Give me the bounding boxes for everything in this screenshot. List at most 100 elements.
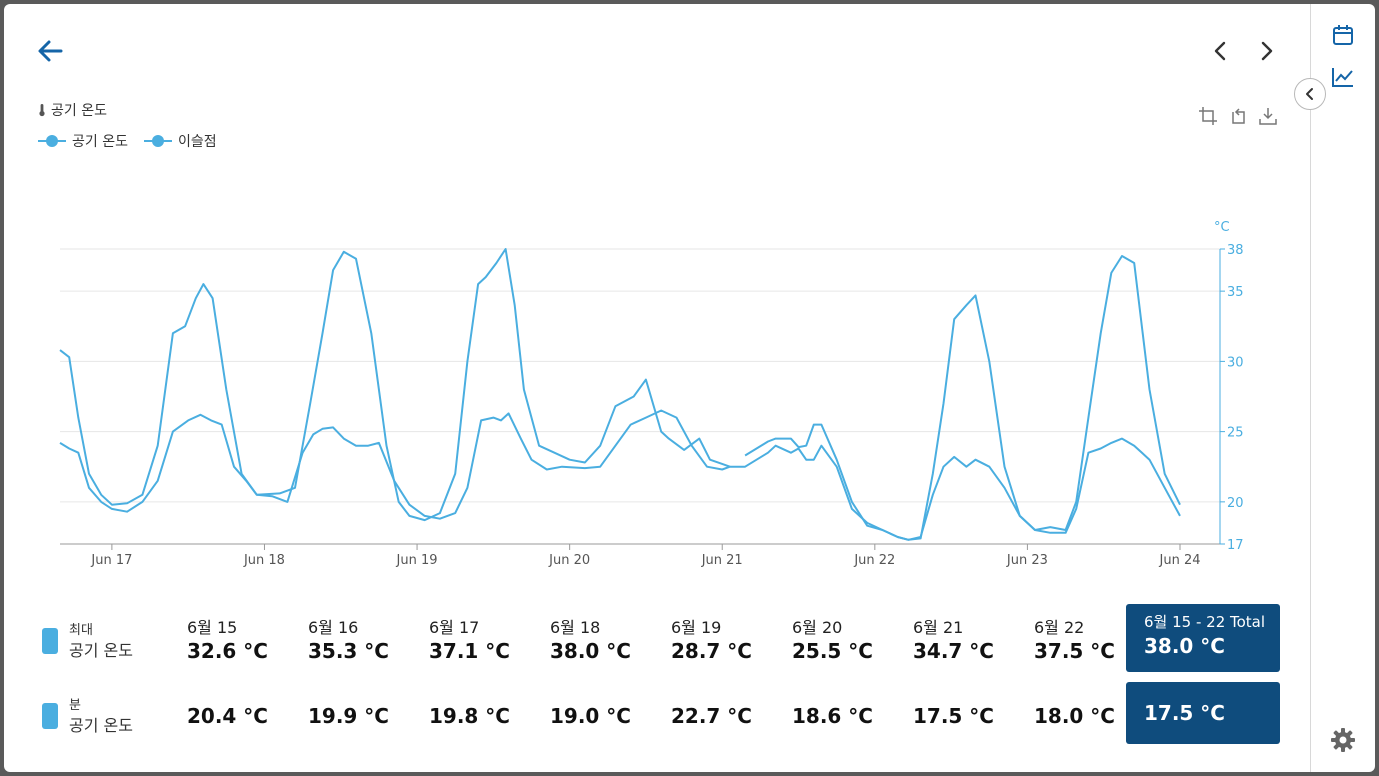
y-tick-label: 35 — [1227, 285, 1244, 300]
day-min-value: 17.5 °C — [913, 704, 994, 728]
crop-button[interactable] — [1197, 105, 1219, 127]
day-min-value: 18.0 °C — [1034, 704, 1115, 728]
series-line-dew-point — [59, 409, 1181, 541]
day-max-value: 37.5 °C — [1034, 639, 1115, 663]
day-date: 6월 18 — [550, 618, 601, 637]
min-cell: 20.4 °C — [187, 703, 308, 729]
y-axis-unit: °C — [1214, 220, 1230, 235]
y-tick-label: 25 — [1227, 426, 1244, 441]
day-min-value: 22.7 °C — [671, 704, 752, 728]
day-max-value: 35.3 °C — [308, 639, 389, 663]
max-cell: 6월 16 35.3 °C — [308, 618, 429, 664]
chart-toolbar — [1197, 105, 1279, 127]
total-min-value: 17.5 °C — [1144, 701, 1225, 725]
legend-swatch — [38, 135, 66, 147]
app-window: 공기 온도 공기 온도 이슬점 17 20 25 30 35 — [4, 4, 1375, 772]
max-cell: 6월 21 34.7 °C — [913, 618, 1034, 664]
day-max-value: 28.7 °C — [671, 639, 752, 663]
day-min-value: 19.0 °C — [550, 704, 631, 728]
sidebar-divider — [1310, 4, 1311, 772]
temperature-line-chart: 17 20 25 30 35 38 °C Jun 17 Jun 18 Jun 19 Jun 20 Ju… — [59, 220, 1244, 568]
chevron-left-icon — [1214, 41, 1226, 61]
x-tick-label: Jun 24 — [1159, 553, 1201, 568]
max-label-big: 공기 온도 — [69, 641, 133, 660]
chart-title: 공기 온도 — [38, 100, 107, 120]
download-icon — [1259, 108, 1277, 125]
day-min-value: 20.4 °C — [187, 704, 268, 728]
day-date: 6월 17 — [429, 618, 480, 637]
chevron-left-icon — [1306, 88, 1313, 100]
min-label-small: 분 — [69, 698, 81, 713]
series-line-air-temperature — [59, 248, 1181, 541]
x-tick-label: Jun 20 — [548, 553, 590, 568]
crop-icon — [1199, 107, 1217, 125]
legend-item-dew-point[interactable]: 이슬점 — [143, 131, 217, 151]
collapse-sidebar-button[interactable] — [1294, 78, 1326, 110]
y-tick-label: 17 — [1227, 538, 1244, 553]
total-range-label: 6월 15 - 22 Total — [1144, 613, 1266, 631]
legend-item-air-temperature[interactable]: 공기 온도 — [38, 131, 128, 151]
min-row-label: 분 공기 온도 — [69, 696, 187, 736]
min-cell: 19.9 °C — [308, 703, 429, 729]
day-max-value: 25.5 °C — [792, 639, 873, 663]
min-cell: 18.6 °C — [792, 703, 913, 729]
x-tick-label: Jun 19 — [396, 553, 438, 568]
previous-period-button[interactable] — [1205, 34, 1235, 68]
day-max-value: 32.6 °C — [187, 639, 268, 663]
day-date: 6월 20 — [792, 618, 843, 637]
day-date: 6월 15 — [187, 618, 238, 637]
reset-zoom-icon — [1232, 108, 1245, 124]
calendar-view-button[interactable] — [1328, 20, 1358, 50]
day-date: 6월 19 — [671, 618, 722, 637]
chart-view-button[interactable] — [1328, 62, 1358, 92]
max-cell: 6월 18 38.0 °C — [550, 618, 671, 664]
chart-legend: 공기 온도 이슬점 — [38, 131, 217, 151]
y-tick-label: 20 — [1227, 496, 1244, 511]
y-tick-label: 38 — [1227, 243, 1244, 258]
min-stats-row: 분 공기 온도 20.4 °C 19.9 °C 19.8 °C 19.0 °C … — [42, 685, 1155, 747]
day-date: 6월 21 — [913, 618, 964, 637]
x-tick-label: Jun 17 — [90, 553, 132, 568]
y-tick-label: 30 — [1227, 355, 1244, 370]
x-tick-label: Jun 23 — [1006, 553, 1048, 568]
series-swatch — [42, 703, 58, 729]
day-min-value: 19.9 °C — [308, 704, 389, 728]
min-label-big: 공기 온도 — [69, 716, 133, 735]
min-cell: 19.8 °C — [429, 703, 550, 729]
max-row-label: 최대 공기 온도 — [69, 621, 187, 661]
min-cell: 19.0 °C — [550, 703, 671, 729]
max-cell: 6월 19 28.7 °C — [671, 618, 792, 664]
settings-button[interactable] — [1328, 725, 1358, 755]
thermometer-icon — [39, 104, 45, 117]
x-tick-label: Jun 21 — [701, 553, 743, 568]
day-max-value: 34.7 °C — [913, 639, 994, 663]
min-cell: 22.7 °C — [671, 703, 792, 729]
legend-label: 공기 온도 — [72, 134, 128, 150]
day-date: 6월 16 — [308, 618, 359, 637]
chart-title-text: 공기 온도 — [51, 103, 107, 119]
series-swatch — [42, 628, 58, 654]
next-period-button[interactable] — [1252, 34, 1282, 68]
arrow-left-icon — [38, 40, 63, 62]
calendar-icon — [1333, 25, 1353, 45]
min-cell: 17.5 °C — [913, 703, 1034, 729]
max-label-small: 최대 — [69, 623, 93, 638]
day-min-value: 18.6 °C — [792, 704, 873, 728]
legend-swatch — [143, 135, 172, 147]
day-min-value: 19.8 °C — [429, 704, 510, 728]
day-date: 6월 22 — [1034, 618, 1085, 637]
min-cell: 18.0 °C — [1034, 703, 1155, 729]
reset-zoom-button[interactable] — [1227, 105, 1249, 127]
max-stats-row: 최대 공기 온도 6월 15 32.6 °C 6월 16 35.3 °C 6월 17… — [42, 607, 1155, 675]
download-button[interactable] — [1257, 105, 1279, 127]
back-button[interactable] — [32, 34, 68, 68]
chevron-right-icon — [1261, 41, 1273, 61]
max-cell: 6월 20 25.5 °C — [792, 618, 913, 664]
gear-icon — [1331, 728, 1355, 752]
day-max-value: 38.0 °C — [550, 639, 631, 663]
max-cell: 6월 17 37.1 °C — [429, 618, 550, 664]
day-max-value: 37.1 °C — [429, 639, 510, 663]
line-chart-icon — [1332, 68, 1353, 87]
total-max-value: 38.0 °C — [1144, 634, 1225, 658]
x-tick-label: Jun 22 — [853, 553, 895, 568]
